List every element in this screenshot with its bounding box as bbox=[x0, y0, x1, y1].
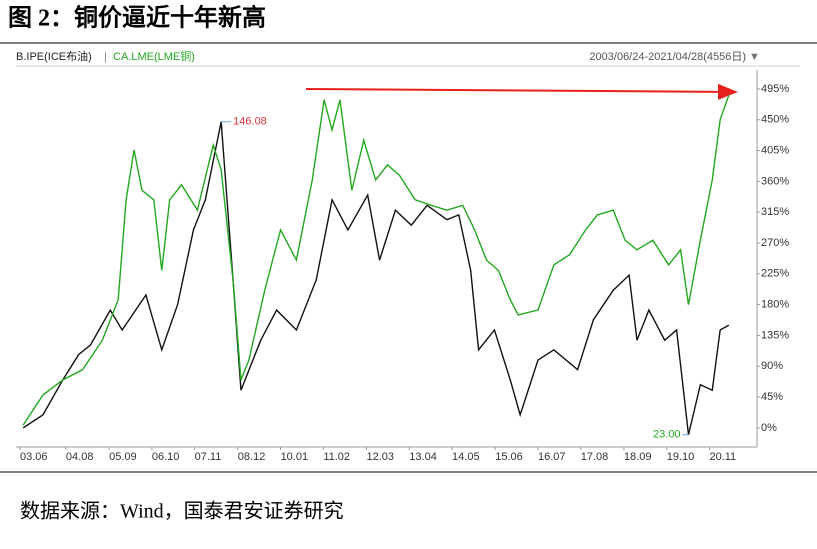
y-tick-label: 180% bbox=[761, 299, 789, 311]
x-tick-label: 07.11 bbox=[195, 451, 222, 463]
series-line bbox=[22, 121, 730, 435]
date-range: 2003/06/24-2021/04/28(4556日) bbox=[589, 51, 746, 63]
x-tick-label: 20.11 bbox=[709, 451, 736, 463]
x-tick-label: 16.07 bbox=[538, 451, 566, 463]
y-tick-label: 405% bbox=[761, 144, 789, 156]
legend-entry: CA.LME(LME铜) bbox=[113, 49, 195, 63]
arrow bbox=[305, 83, 738, 100]
x-tick-label: 12.03 bbox=[367, 451, 395, 463]
x-tick-label: 14.05 bbox=[452, 451, 480, 463]
x-tick-label: 03.06 bbox=[20, 451, 48, 463]
dropdown[interactable]: ▼ bbox=[749, 51, 760, 63]
x-tick-label: 06.10 bbox=[152, 451, 180, 463]
annotation: 146.08 bbox=[233, 116, 267, 128]
x-tick-label: 17.08 bbox=[581, 451, 609, 463]
x-tick-label: 19.10 bbox=[667, 451, 695, 463]
y-tick-label: 45% bbox=[761, 391, 783, 403]
y-tick-label: 135% bbox=[761, 329, 789, 341]
legend-entry: B.IPE(ICE布油) bbox=[16, 49, 92, 63]
x-tick-label: 18.09 bbox=[624, 451, 652, 463]
series-line bbox=[22, 94, 730, 426]
x-tick-label: 05.09 bbox=[109, 451, 137, 463]
x-tick-label: 08.12 bbox=[238, 451, 266, 463]
y-tick-label: 90% bbox=[761, 360, 783, 372]
y-tick-label: 270% bbox=[761, 237, 789, 249]
x-tick-label: 13.04 bbox=[409, 451, 437, 463]
y-tick-label: 0% bbox=[761, 422, 777, 434]
y-tick-label: 225% bbox=[761, 268, 789, 280]
x-tick-label: 15.06 bbox=[495, 451, 523, 463]
x-tick-label: 11.02 bbox=[323, 451, 350, 463]
y-tick-label: 495% bbox=[761, 83, 789, 95]
source: 数据来源：Wind，国泰君安证券研究 bbox=[20, 500, 344, 523]
title: 图 2：铜价逼近十年新高 bbox=[8, 4, 266, 32]
y-tick-label: 360% bbox=[761, 175, 789, 187]
x-tick-label: 10.01 bbox=[281, 451, 309, 463]
y-tick-label: 450% bbox=[761, 114, 789, 126]
annotation: 23.00 bbox=[653, 429, 681, 441]
y-tick-label: 315% bbox=[761, 206, 789, 218]
separator: | bbox=[104, 51, 107, 63]
x-tick-label: 04.08 bbox=[66, 451, 94, 463]
